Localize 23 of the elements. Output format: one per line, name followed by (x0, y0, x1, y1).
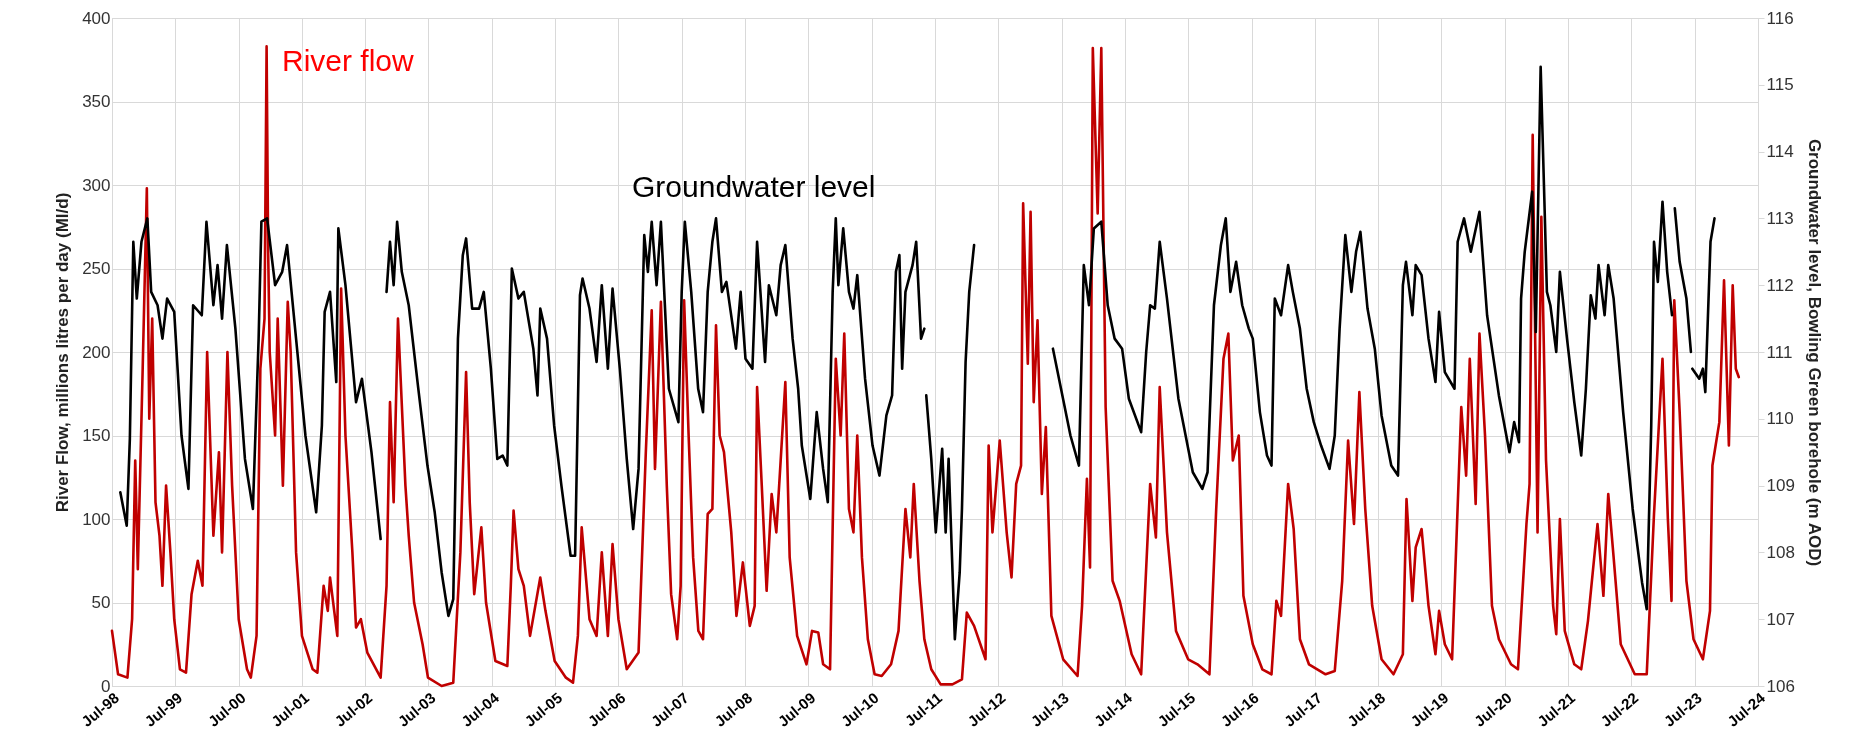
series-label: Groundwater level (632, 170, 876, 203)
y2-tick-label: 116 (1766, 8, 1794, 28)
y-tick-label: 100 (82, 509, 111, 529)
y-tick-label: 50 (91, 593, 111, 612)
y-tick-label: 200 (82, 342, 111, 362)
y-axis-title: River Flow, millions litres per day (Ml/d) (53, 192, 73, 513)
y2-tick-label: 112 (1766, 275, 1794, 295)
series-label: River flow (282, 44, 415, 77)
y-tick-label: 150 (82, 426, 111, 445)
y-tick-label: 250 (82, 259, 111, 278)
y2-tick-label: 113 (1766, 208, 1794, 228)
y2-tick-label: 108 (1766, 542, 1795, 562)
y2-axis-title: Groundwater level, Bowling Green borehole (m AOD) (1804, 138, 1824, 567)
y2-tick-label: 111 (1766, 342, 1793, 362)
y-tick-label: 350 (82, 92, 111, 111)
y-tick-label: 400 (82, 8, 111, 28)
y2-tick-label: 115 (1766, 75, 1794, 95)
y2-tick-label: 107 (1766, 609, 1795, 629)
y2-tick-label: 109 (1766, 476, 1795, 496)
y2-tick-label: 114 (1766, 142, 1794, 162)
y-tick-label: 300 (82, 175, 111, 195)
y2-tick-label: 110 (1766, 409, 1794, 429)
y2-tick-label: 106 (1766, 676, 1795, 696)
